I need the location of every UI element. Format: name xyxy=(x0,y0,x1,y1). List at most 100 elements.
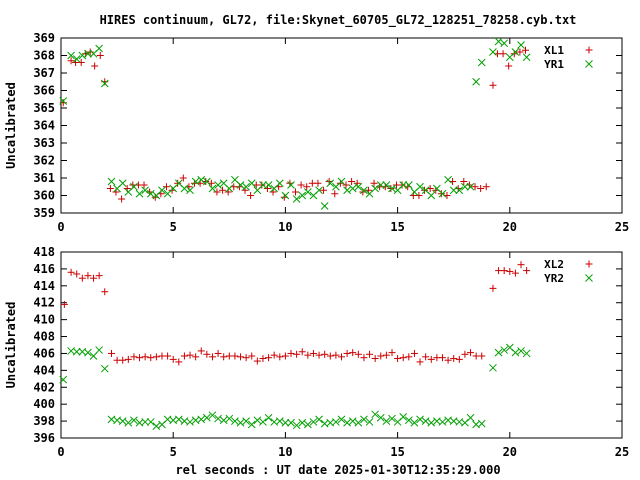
data-point xyxy=(107,177,116,186)
data-point xyxy=(275,179,284,188)
data-point xyxy=(118,417,127,425)
data-point xyxy=(511,269,519,277)
data-point xyxy=(376,413,385,422)
data-point xyxy=(455,186,464,195)
y-tick-label: 404 xyxy=(33,363,55,377)
data-point xyxy=(438,189,447,198)
data-point xyxy=(388,349,396,357)
top-panel: 359 360 361 362 363 364 365 366 367 368 369 0 5 10 15 2… xyxy=(4,31,629,234)
data-point xyxy=(437,190,445,198)
data-point xyxy=(220,353,228,361)
data-point xyxy=(348,417,357,425)
data-point xyxy=(162,183,170,191)
data-point xyxy=(147,354,155,362)
data-point xyxy=(281,418,290,427)
data-point xyxy=(291,188,299,196)
data-point xyxy=(225,184,234,193)
data-point xyxy=(225,414,234,423)
data-point xyxy=(371,184,380,193)
data-point xyxy=(208,184,217,193)
data-point xyxy=(124,418,133,427)
data-point xyxy=(136,354,144,362)
data-point xyxy=(253,416,262,425)
data-point xyxy=(376,181,385,189)
data-point xyxy=(494,348,503,357)
data-point xyxy=(387,185,395,192)
data-point xyxy=(96,52,104,59)
data-point xyxy=(517,261,525,269)
data-point xyxy=(444,356,452,364)
plot-frame xyxy=(60,37,623,214)
data-point xyxy=(242,417,250,425)
data-point xyxy=(482,183,490,191)
y-tick-label: 360 xyxy=(33,189,55,203)
data-point xyxy=(405,353,413,361)
data-point xyxy=(297,181,305,189)
data-point xyxy=(140,181,148,189)
data-point xyxy=(303,188,312,196)
data-point xyxy=(219,416,228,425)
data-point xyxy=(478,352,486,360)
data-point xyxy=(242,354,250,362)
data-point xyxy=(377,352,385,360)
data-point xyxy=(186,351,194,359)
data-point xyxy=(141,353,149,361)
data-point xyxy=(259,355,267,363)
data-point xyxy=(366,350,374,358)
data-point xyxy=(203,177,211,186)
data-point xyxy=(203,413,211,422)
x-tick-label: 10 xyxy=(278,445,292,459)
data-point xyxy=(264,413,273,422)
data-point xyxy=(320,186,328,194)
data-point xyxy=(415,192,423,199)
data-point xyxy=(179,174,187,182)
data-point xyxy=(506,267,514,275)
data-point xyxy=(444,175,452,184)
data-point xyxy=(91,62,99,70)
data-point xyxy=(67,51,75,60)
data-point xyxy=(489,48,497,56)
data-point xyxy=(214,414,222,423)
data-point xyxy=(399,413,408,421)
y-tick-label: 362 xyxy=(33,154,55,168)
y-tick-label: 398 xyxy=(33,414,55,428)
data-point xyxy=(505,62,513,70)
data-point xyxy=(67,268,75,276)
data-point xyxy=(152,353,160,361)
data-point xyxy=(281,191,290,200)
data-point xyxy=(450,355,458,363)
data-point xyxy=(124,355,132,363)
data-point xyxy=(95,346,104,354)
data-point xyxy=(248,352,256,360)
data-point xyxy=(303,183,311,191)
data-point xyxy=(287,349,295,357)
data-point xyxy=(309,418,318,426)
y-tick-label: 364 xyxy=(33,119,55,133)
legend-marker xyxy=(585,60,593,68)
data-point xyxy=(489,81,497,89)
data-point xyxy=(360,186,368,195)
legend-label: XL2 xyxy=(544,258,564,271)
y-tick-label: 369 xyxy=(33,31,55,45)
data-point xyxy=(517,347,525,355)
data-point xyxy=(236,418,245,427)
y-tick-label: 361 xyxy=(33,171,55,185)
data-point xyxy=(107,349,115,357)
x-tick-label: 5 xyxy=(170,220,177,234)
data-point xyxy=(78,51,87,60)
data-point xyxy=(158,186,166,195)
data-point xyxy=(214,181,222,189)
data-point xyxy=(208,353,216,361)
data-point xyxy=(152,422,161,431)
data-point xyxy=(477,419,486,428)
data-point xyxy=(421,186,429,194)
data-point xyxy=(276,353,284,361)
y-tick-label: 418 xyxy=(33,245,55,259)
data-point xyxy=(59,97,68,105)
data-point xyxy=(237,353,245,361)
data-point xyxy=(500,267,508,275)
data-point xyxy=(522,349,531,358)
data-point xyxy=(337,177,346,186)
data-point xyxy=(314,179,322,187)
x-tick-label: 0 xyxy=(57,220,64,234)
